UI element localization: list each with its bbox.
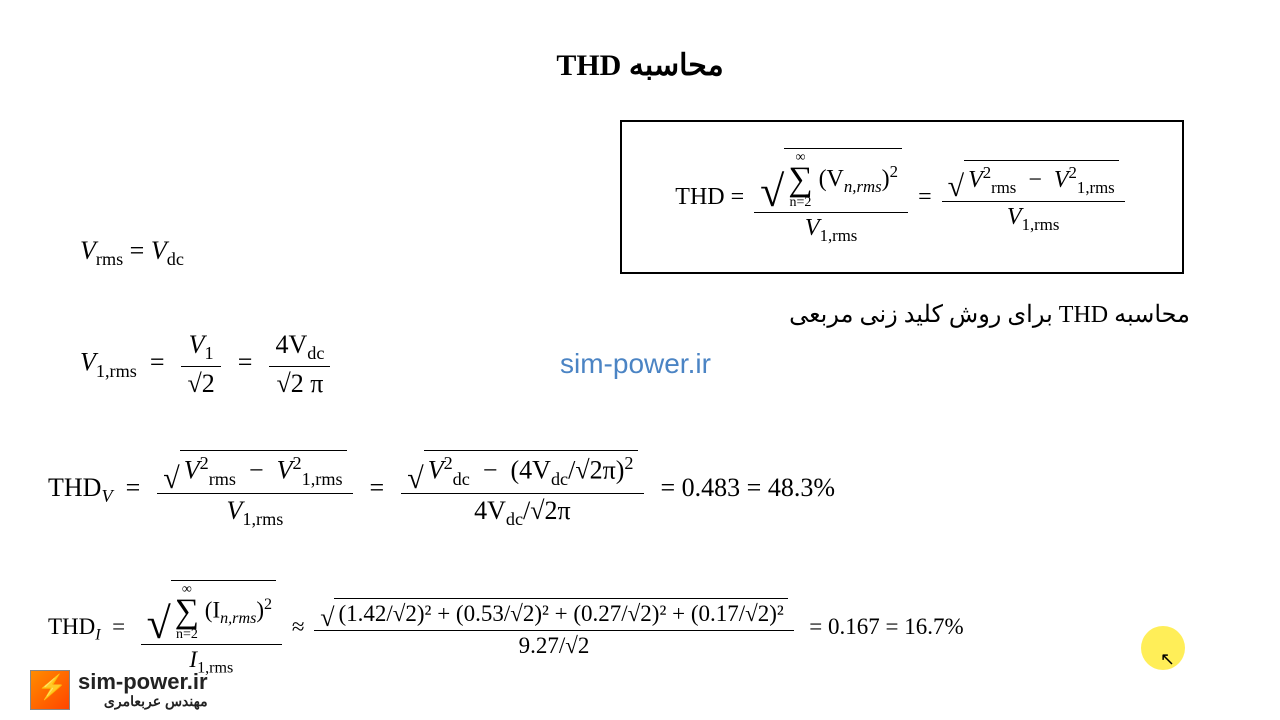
equation-thdv: THDV = √ V2rms − V21,rms V1,rms = √ V2dc…	[48, 450, 835, 530]
watermark-center: sim-power.ir	[560, 348, 711, 380]
cursor-pointer-icon: ↖	[1160, 649, 1175, 670]
thd-frac-1: √ ∞ ∑ n=2 (Vn,rms)2 V1,rms	[754, 148, 908, 245]
den-sub: 1,rms	[820, 226, 858, 245]
logo-main-text: sim-power.ir	[78, 670, 208, 694]
logo-icon	[30, 670, 70, 710]
thdi-result: = 0.167 = 16.7%	[809, 614, 963, 639]
equation-vrms: Vrms = Vdc	[80, 236, 184, 270]
sub-title: محاسبه THD برای روش کلید زنی مربعی	[789, 300, 1190, 329]
sigma-symbol: ∑	[788, 165, 812, 196]
logo-sub-text: مهندس عربعامری	[78, 694, 208, 709]
sum-bot: n=2	[788, 196, 812, 210]
thd-formula-box: THD = √ ∞ ∑ n=2 (Vn,rms)2 V1,rms	[620, 120, 1184, 274]
thd-label: THD =	[675, 184, 744, 211]
equation-thdi: THDI = √ ∞ ∑ n=2 (In,rms)2 I1,rms ≈ √	[48, 580, 964, 677]
thd-frac-2: √ V2rms − V21,rms V1,rms	[942, 160, 1125, 235]
equation-v1rms: V1,rms = V1 √2 = 4Vdc √2 π	[80, 330, 334, 399]
sum-term: (Vn,rms)2	[819, 166, 899, 192]
page-title: محاسبه THD	[0, 48, 1280, 83]
den-var: V	[805, 215, 820, 241]
logo: sim-power.ir مهندس عربعامری	[30, 670, 208, 710]
thdv-result: = 0.483 = 48.3%	[661, 473, 835, 502]
